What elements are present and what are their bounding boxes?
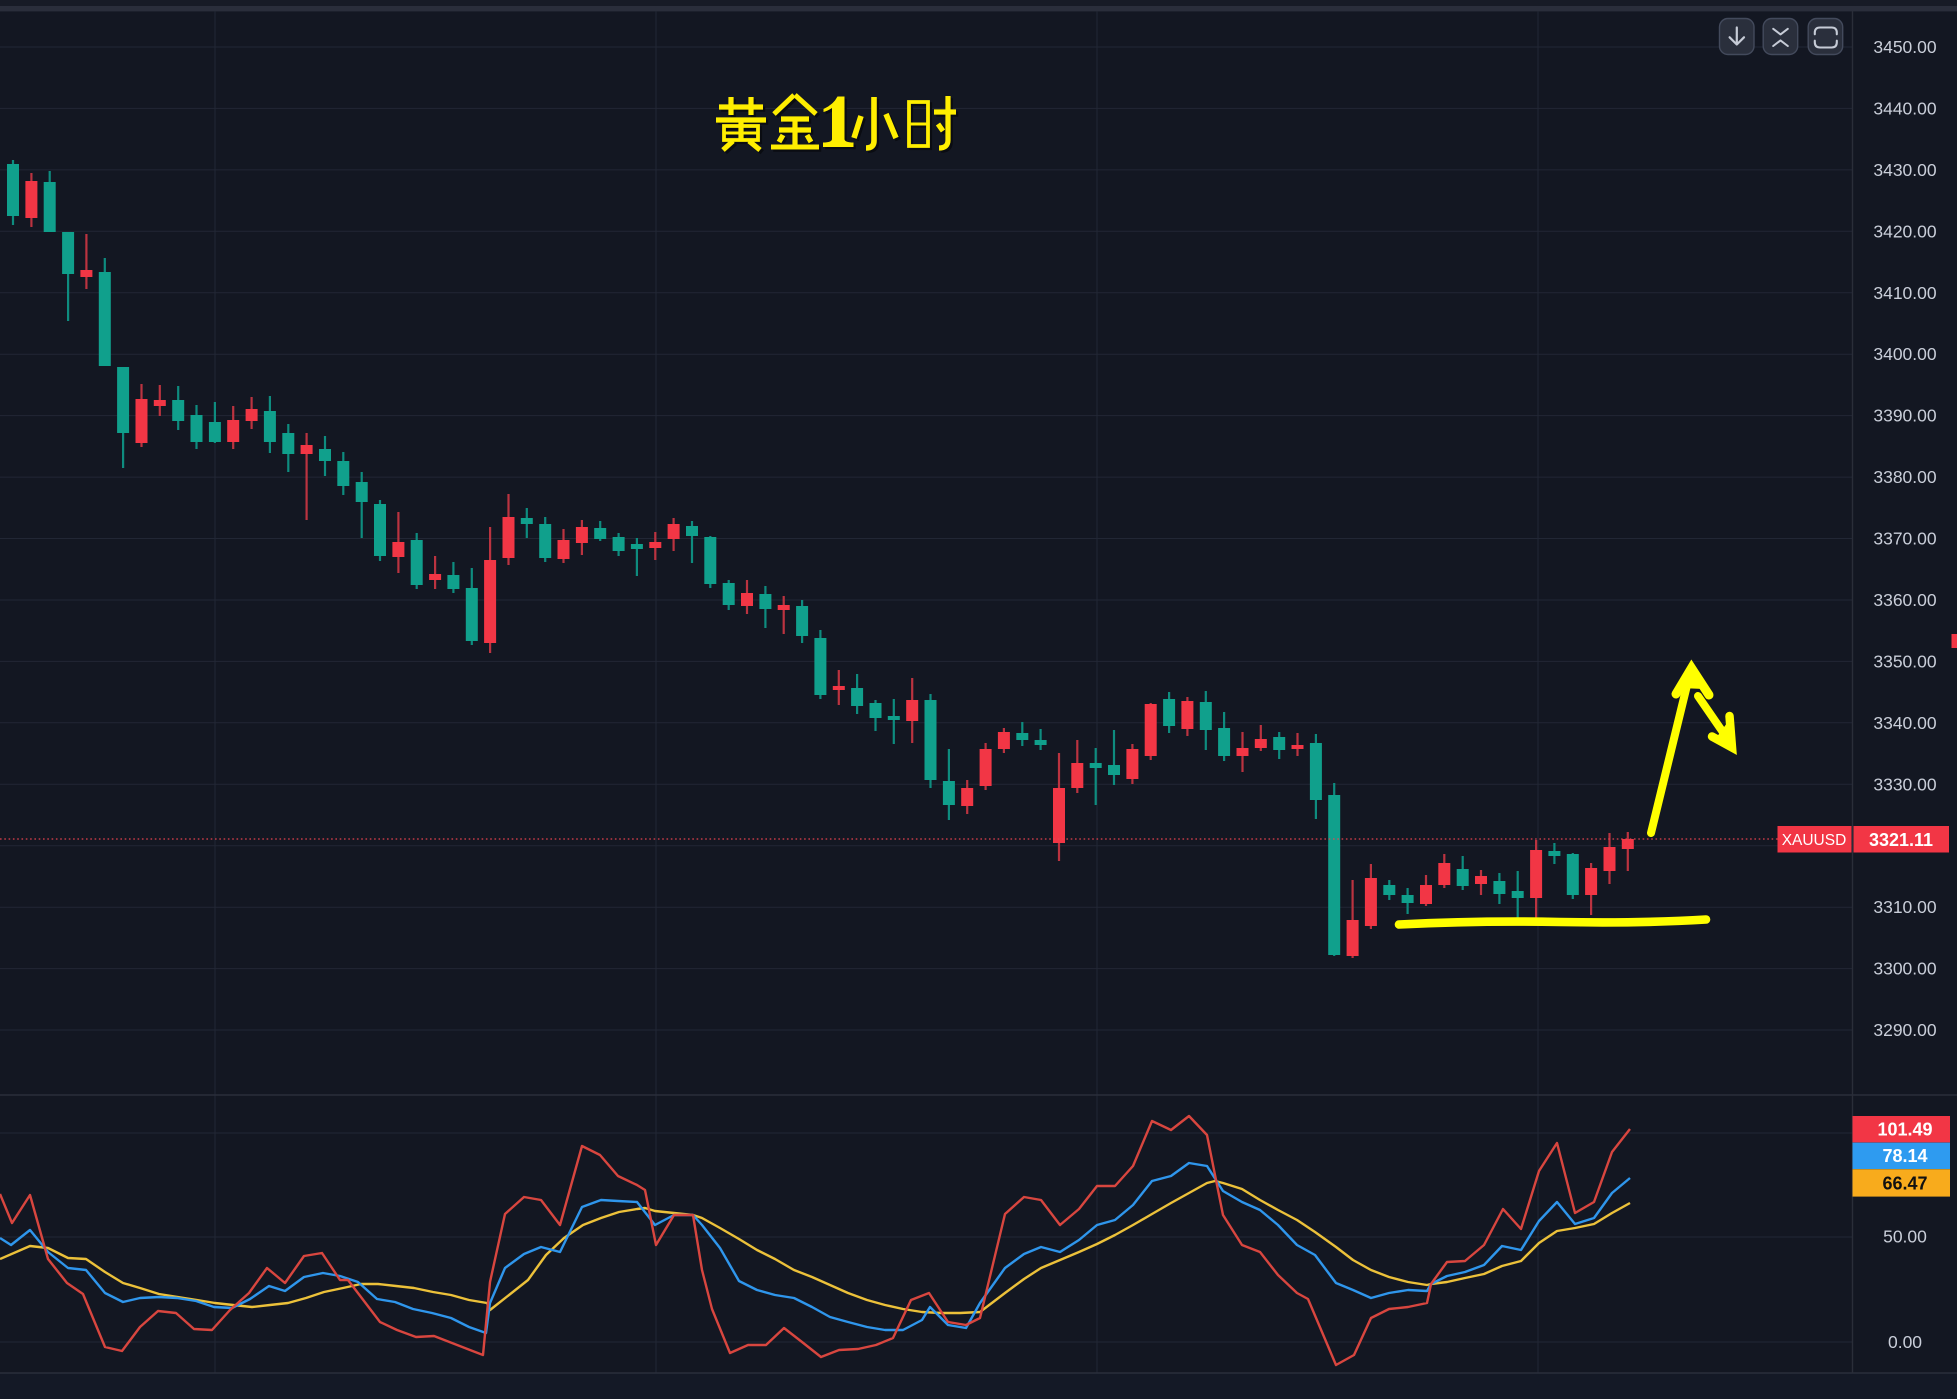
svg-text:XAUUSD: XAUUSD	[1782, 832, 1847, 849]
svg-text:50.00: 50.00	[1883, 1227, 1927, 1247]
svg-text:3330.00: 3330.00	[1873, 774, 1937, 794]
svg-text:3370.00: 3370.00	[1873, 529, 1937, 549]
svg-text:78.14: 78.14	[1882, 1146, 1927, 1166]
svg-text:3430.00: 3430.00	[1873, 160, 1937, 180]
svg-text:3440.00: 3440.00	[1873, 98, 1937, 118]
svg-text:0.00: 0.00	[1888, 1332, 1922, 1352]
svg-text:3390.00: 3390.00	[1873, 406, 1937, 426]
svg-text:3310.00: 3310.00	[1873, 897, 1937, 917]
svg-text:3290.00: 3290.00	[1873, 1020, 1937, 1040]
svg-text:3380.00: 3380.00	[1873, 467, 1937, 487]
svg-text:3450.00: 3450.00	[1873, 37, 1937, 57]
svg-text:3321.11: 3321.11	[1869, 830, 1933, 850]
svg-text:3340.00: 3340.00	[1873, 713, 1937, 733]
svg-text:66.47: 66.47	[1882, 1174, 1927, 1194]
svg-text:3410.00: 3410.00	[1873, 283, 1937, 303]
svg-text:3400.00: 3400.00	[1873, 344, 1937, 364]
svg-text:3360.00: 3360.00	[1873, 590, 1937, 610]
svg-text:101.49: 101.49	[1877, 1120, 1932, 1140]
svg-text:3420.00: 3420.00	[1873, 221, 1937, 241]
svg-text:3350.00: 3350.00	[1873, 651, 1937, 671]
svg-text:3300.00: 3300.00	[1873, 959, 1937, 979]
